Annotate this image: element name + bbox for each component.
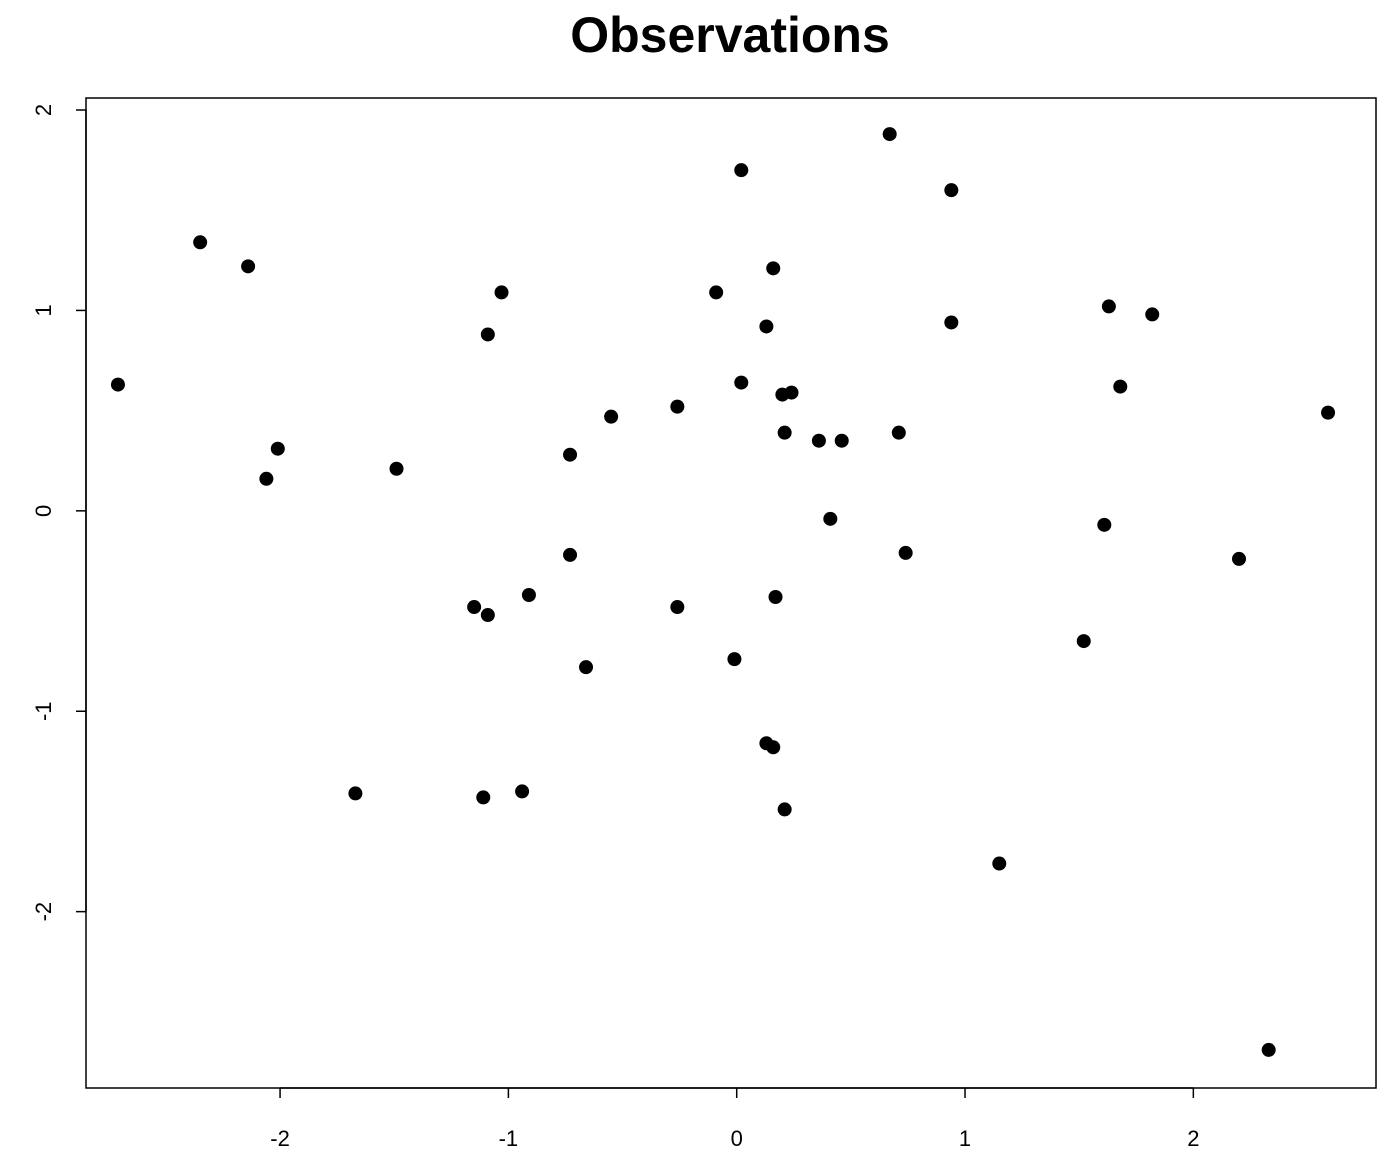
- data-point: [777, 802, 792, 817]
- data-point: [882, 127, 897, 142]
- data-point: [759, 319, 774, 334]
- data-point: [944, 183, 959, 198]
- data-point: [727, 652, 742, 667]
- data-point: [480, 608, 495, 623]
- chart-title: Observations: [570, 7, 890, 63]
- data-point: [348, 786, 363, 801]
- y-tick-label: -2: [31, 902, 56, 922]
- data-point: [1101, 299, 1116, 314]
- y-axis: -2 -1 0 1 2: [31, 104, 87, 922]
- plot-area-frame: [85, 97, 1377, 1089]
- data-point: [579, 660, 594, 675]
- data-point: [709, 285, 724, 300]
- data-point: [241, 259, 256, 274]
- data-points: [110, 127, 1336, 1057]
- data-point: [1261, 1042, 1276, 1057]
- data-point: [1321, 405, 1336, 420]
- data-point: [1097, 517, 1112, 532]
- data-point: [992, 856, 1007, 871]
- data-point: [270, 441, 285, 456]
- data-point: [480, 327, 495, 342]
- data-point: [521, 588, 536, 603]
- data-point: [823, 511, 838, 526]
- y-tick-label: -1: [31, 701, 56, 721]
- data-point: [766, 740, 781, 755]
- x-tick-label: -2: [270, 1126, 290, 1151]
- data-point: [110, 377, 125, 392]
- data-point: [193, 235, 208, 250]
- y-tick-label: 1: [31, 304, 56, 316]
- x-tick-label: 2: [1187, 1126, 1199, 1151]
- data-point: [766, 261, 781, 276]
- y-tick-label: 2: [31, 104, 56, 116]
- x-tick-label: 0: [731, 1126, 743, 1151]
- data-point: [891, 425, 906, 440]
- data-point: [476, 790, 491, 805]
- data-point: [670, 600, 685, 615]
- data-point: [811, 433, 826, 448]
- data-point: [563, 547, 578, 562]
- data-point: [734, 375, 749, 390]
- data-point: [467, 600, 482, 615]
- data-point: [898, 545, 913, 560]
- data-point: [563, 447, 578, 462]
- data-point: [734, 163, 749, 178]
- data-point: [670, 399, 685, 414]
- x-tick-label: -1: [499, 1126, 519, 1151]
- data-point: [1145, 307, 1160, 322]
- data-point: [1113, 379, 1128, 394]
- data-point: [944, 315, 959, 330]
- data-point: [1232, 551, 1247, 566]
- y-tick-label: 0: [31, 505, 56, 517]
- data-point: [1076, 634, 1091, 649]
- data-point: [834, 433, 849, 448]
- data-point: [259, 471, 274, 486]
- x-axis: -2 -1 0 1 2: [270, 1087, 1199, 1151]
- data-point: [768, 590, 783, 605]
- data-point: [389, 461, 404, 476]
- data-point: [604, 409, 619, 424]
- data-point: [784, 385, 799, 400]
- data-point: [515, 784, 530, 799]
- data-point: [777, 425, 792, 440]
- data-point: [494, 285, 509, 300]
- x-tick-label: 1: [959, 1126, 971, 1151]
